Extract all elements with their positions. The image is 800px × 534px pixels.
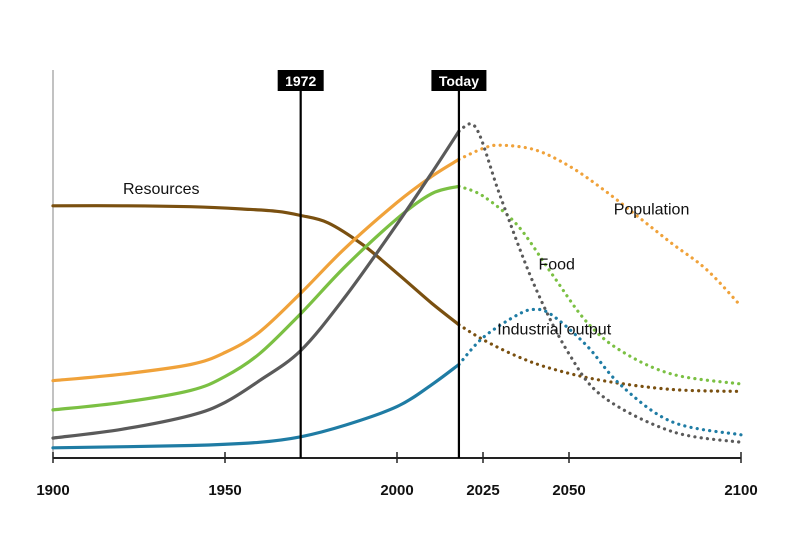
x-tick-label-2100: 2100 <box>724 482 757 499</box>
series-pollution-historic <box>51 362 461 450</box>
series-population-historic <box>51 157 461 383</box>
marker-label-today: Today <box>439 73 479 89</box>
series-label-resources: Resources <box>123 181 199 198</box>
x-tick-group: 1900 1950 2000 2025 2050 2100 <box>36 452 758 499</box>
series-food-historic <box>51 184 461 412</box>
chart-axes <box>52 70 741 459</box>
x-tick-label-1950: 1950 <box>208 482 241 499</box>
series-resources-projection <box>457 323 743 393</box>
marker-badge-1972 <box>277 70 324 91</box>
series-industrial-output-projection <box>457 122 743 444</box>
series-food-projection <box>457 184 743 386</box>
marker-badge-today <box>431 70 487 91</box>
series-label-industrial-output: Industrial output <box>497 322 611 339</box>
x-tick-label-2025: 2025 <box>466 482 499 499</box>
series-population-projection <box>457 143 743 308</box>
series-label-food: Food <box>538 256 574 273</box>
marker-group: 1972 Today <box>277 70 487 458</box>
x-tick-label-1900: 1900 <box>36 482 69 499</box>
series-industrial-output-historic <box>51 129 461 440</box>
x-tick-label-2050: 2050 <box>552 482 585 499</box>
x-tick-label-2000: 2000 <box>380 482 413 499</box>
series-label-population: Population <box>614 201 690 218</box>
series-label-group: Resources Industrial output Population Food <box>123 181 689 339</box>
series-group <box>51 122 743 450</box>
series-pollution-projection <box>457 307 743 437</box>
marker-label-1972: 1972 <box>285 73 316 89</box>
